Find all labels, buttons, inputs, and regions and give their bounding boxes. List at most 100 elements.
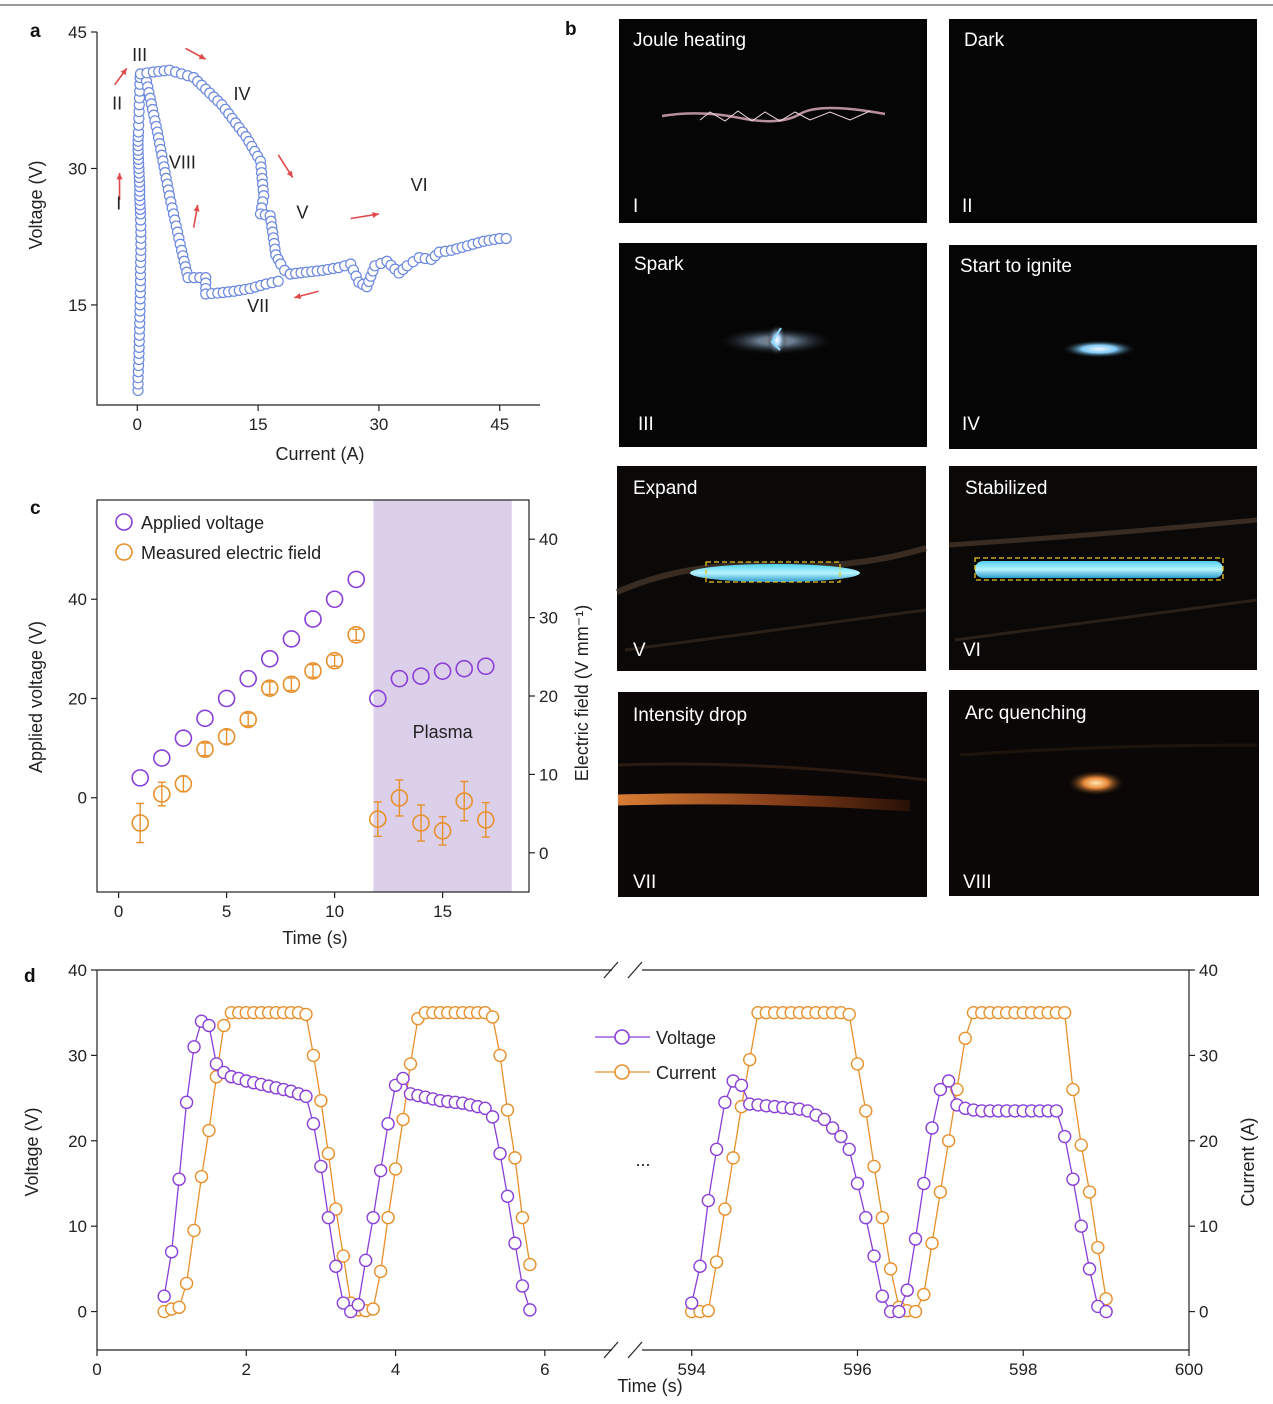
- current-right-point: [701, 1304, 716, 1318]
- voltage-left-point: [515, 1279, 530, 1293]
- expand-fiber: [624, 608, 927, 652]
- stabilized-electrode: [948, 517, 1258, 548]
- voltage-point: [476, 657, 495, 676]
- current-right-point: [908, 1304, 923, 1319]
- legend-applied-voltage: Applied voltage: [141, 513, 264, 533]
- a-xtick-label: 0: [133, 415, 142, 434]
- current-left-point: [321, 1146, 336, 1161]
- current-left-point: [179, 1276, 194, 1291]
- field-point: [390, 789, 409, 807]
- photo-dark: [949, 19, 1257, 223]
- stage-label: VI: [411, 175, 428, 195]
- voltage-right-point: [908, 1232, 923, 1246]
- voltage-right-point: [1049, 1104, 1064, 1118]
- a-arrow-head: [193, 204, 200, 212]
- panel-c-chart: Plasma 0 5 10 15 0 20 40 0 10 20 30 40 Applied volt…: [26, 499, 592, 948]
- panel-a-ylabel: Voltage (V): [26, 160, 46, 249]
- a-ytick-label: 30: [68, 159, 87, 178]
- current-left-point: [500, 1103, 515, 1117]
- voltage-left-point: [202, 1018, 216, 1033]
- current-left-point: [485, 1010, 500, 1024]
- d-ytick-label: 30: [68, 1046, 87, 1065]
- voltage-left-point: [478, 1101, 492, 1116]
- panel-d-xlabel: Time (s): [617, 1376, 682, 1396]
- voltage-left-point: [336, 1296, 351, 1310]
- voltage-right-point: [941, 1074, 956, 1088]
- voltage-right-point: [1082, 1262, 1097, 1276]
- a-xtick-label: 30: [369, 415, 388, 434]
- drop-fiber: [617, 762, 928, 782]
- current-left-point: [217, 1018, 231, 1033]
- field-point: [368, 810, 387, 828]
- panel-a-xlabel: Current (A): [275, 444, 364, 464]
- axis-break-marks: [603, 961, 643, 1359]
- voltage-right-point: [875, 1289, 890, 1303]
- drop-glow: [617, 793, 911, 812]
- voltage-point: [196, 709, 214, 728]
- voltage-left-point: [358, 1253, 373, 1268]
- a-arrow-head: [116, 173, 123, 180]
- photo-title: Joule heating: [633, 30, 746, 51]
- joule-filaments: [699, 110, 871, 122]
- voltage-right-point: [1066, 1172, 1080, 1186]
- current-right-point: [842, 1007, 856, 1022]
- photo-title: Intensity drop: [633, 705, 747, 726]
- field-point: [260, 679, 279, 697]
- voltage-left-point: [523, 1303, 537, 1317]
- voltage-point: [412, 667, 430, 685]
- spark-core: [767, 324, 787, 356]
- voltage-right-point: [817, 1112, 832, 1127]
- current-left-point: [336, 1249, 351, 1263]
- photo-stage: I: [633, 196, 638, 217]
- current-right-point: [933, 1185, 948, 1199]
- d-xtick-label: 6: [540, 1360, 549, 1379]
- a-data-point: [272, 275, 284, 287]
- c-xtick-label: 15: [433, 902, 452, 921]
- legend-field-marker: [115, 543, 133, 561]
- current-left-point: [172, 1300, 186, 1315]
- current-right-point: [867, 1159, 881, 1174]
- current-right-point: [1074, 1138, 1088, 1152]
- legend-current-marker-d: [614, 1064, 630, 1080]
- voltage-point: [153, 749, 171, 767]
- photo-stage: VIII: [963, 872, 992, 893]
- d-ytick-label: 0: [78, 1303, 87, 1322]
- expand-plasma: [690, 564, 860, 582]
- voltage-left-point: [187, 1040, 201, 1054]
- field-point: [282, 675, 301, 694]
- voltage-left-point: [306, 1117, 321, 1131]
- a-arrow-head: [294, 293, 302, 299]
- stabilized-roi-box: [974, 557, 1224, 581]
- voltage-right-point: [925, 1121, 939, 1135]
- a-arrow-head: [120, 68, 127, 76]
- d-y2tick-label: 20: [1199, 1132, 1218, 1151]
- d-ytick-label: 20: [68, 1132, 87, 1151]
- voltage-left-point: [508, 1236, 522, 1250]
- voltage-left-point: [172, 1172, 186, 1186]
- current-right-point: [941, 1134, 956, 1148]
- photo-stage: IV: [962, 414, 980, 435]
- a-ytick-label: 15: [68, 296, 87, 315]
- voltage-right-point: [1099, 1304, 1113, 1319]
- voltage-right-point: [1074, 1219, 1088, 1233]
- panel-d-ylabel: Voltage (V): [22, 1107, 42, 1196]
- field-point: [433, 822, 452, 840]
- photo-stage: V: [633, 640, 646, 661]
- voltage-left-point: [179, 1095, 194, 1110]
- voltage-point: [304, 610, 322, 628]
- c-xtick-label: 10: [325, 902, 344, 921]
- stabilized-fiber: [954, 598, 1258, 642]
- current-left-line: [163, 1012, 531, 1313]
- panel-c-y2label: Electric field (V mm⁻¹): [572, 605, 592, 782]
- photo-title: Spark: [634, 254, 684, 275]
- current-left-point: [493, 1048, 507, 1063]
- stage-label: III: [132, 45, 147, 65]
- voltage-point: [239, 669, 257, 688]
- stage-label: VIII: [169, 152, 196, 172]
- voltage-point: [282, 630, 301, 648]
- voltage-left-point: [329, 1259, 343, 1274]
- a-arrow-head: [198, 53, 206, 60]
- voltage-left-point: [373, 1163, 388, 1178]
- current-left-point: [515, 1210, 530, 1225]
